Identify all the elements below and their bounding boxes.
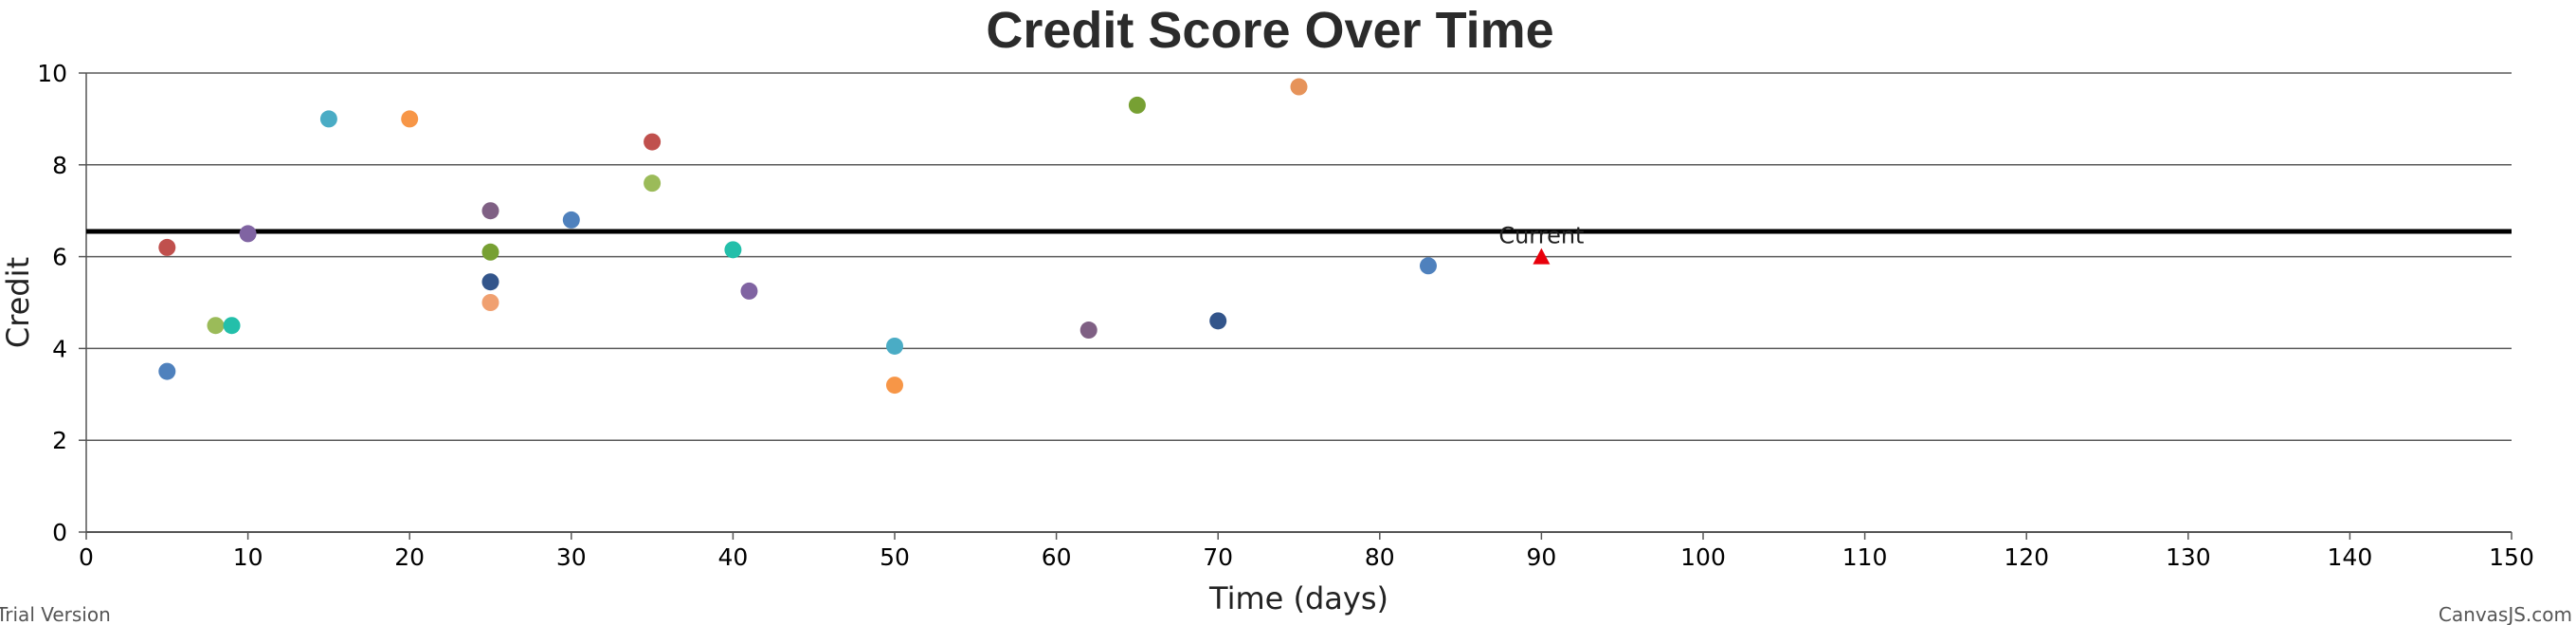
- canvasjs-credit[interactable]: CanvasJS.com: [2439, 603, 2572, 625]
- current-marker-group: Current: [1498, 223, 1584, 265]
- y-tick-label: 8: [52, 152, 67, 179]
- data-point: [223, 317, 241, 335]
- x-tick-label: 100: [1680, 543, 1726, 571]
- y-tick-label: 10: [37, 60, 67, 87]
- x-tick-label: 30: [556, 543, 587, 571]
- data-point: [644, 175, 662, 193]
- x-tick-label: 70: [1203, 543, 1233, 571]
- chart-title: Credit Score Over Time: [986, 2, 1553, 59]
- current-marker: [1533, 248, 1551, 265]
- data-point: [562, 211, 580, 229]
- x-tick-label: 10: [233, 543, 263, 571]
- data-point: [1419, 257, 1437, 275]
- data-point: [724, 241, 742, 259]
- x-tick-label: 130: [2166, 543, 2211, 571]
- y-axis-title: Credit: [0, 257, 36, 348]
- x-axis: 0 10 20 30 40 50 60 70 80 90 100 110 120 130 140 150: [79, 531, 2534, 571]
- y-tick-label: 4: [52, 335, 67, 362]
- data-point: [158, 238, 176, 256]
- data-point: [239, 225, 257, 243]
- data-point: [1128, 96, 1146, 114]
- data-point: [740, 282, 758, 300]
- data-point: [158, 362, 176, 380]
- x-tick-label: 40: [717, 543, 748, 571]
- data-point: [481, 243, 499, 261]
- data-point: [401, 110, 419, 128]
- current-label: Current: [1498, 223, 1584, 249]
- x-tick-label: 140: [2328, 543, 2373, 571]
- data-points: [158, 78, 1437, 395]
- y-tick-label: 0: [52, 519, 67, 546]
- data-point: [207, 317, 225, 335]
- data-point: [644, 133, 662, 151]
- data-point: [1079, 322, 1098, 340]
- data-point: [481, 294, 499, 311]
- data-point: [1290, 78, 1308, 96]
- y-tick-label: 2: [52, 427, 67, 454]
- x-axis-title: Time (days): [1208, 580, 1388, 616]
- x-tick-label: 90: [1526, 543, 1556, 571]
- x-tick-label: 150: [2489, 543, 2534, 571]
- data-point: [886, 377, 903, 395]
- trial-version-credit: Trial Version: [0, 603, 111, 625]
- x-tick-label: 50: [880, 543, 910, 571]
- x-tick-label: 0: [79, 543, 94, 571]
- y-tick-label: 6: [52, 244, 67, 271]
- data-point: [886, 337, 903, 355]
- x-tick-label: 110: [1842, 543, 1888, 571]
- x-tick-label: 20: [394, 543, 425, 571]
- x-tick-label: 120: [2004, 543, 2049, 571]
- data-point: [319, 110, 337, 128]
- x-tick-label: 60: [1042, 543, 1072, 571]
- y-axis: 0 2 4 6 8 10: [37, 60, 87, 546]
- x-tick-label: 80: [1365, 543, 1395, 571]
- data-point: [481, 273, 499, 291]
- data-point: [1209, 312, 1227, 330]
- gridlines: [86, 72, 2512, 441]
- data-point: [481, 202, 499, 220]
